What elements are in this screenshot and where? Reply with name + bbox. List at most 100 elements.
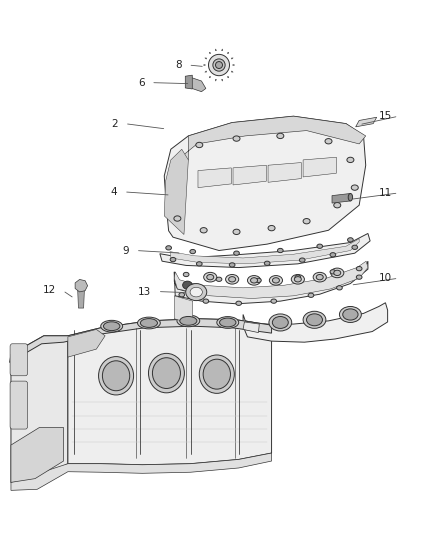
Polygon shape bbox=[209, 76, 211, 78]
Ellipse shape bbox=[215, 62, 223, 68]
Ellipse shape bbox=[308, 293, 314, 297]
Text: 9: 9 bbox=[123, 246, 129, 255]
Ellipse shape bbox=[334, 270, 341, 276]
Polygon shape bbox=[68, 329, 105, 357]
FancyBboxPatch shape bbox=[10, 344, 28, 376]
Ellipse shape bbox=[269, 314, 292, 331]
Ellipse shape bbox=[99, 357, 134, 395]
Ellipse shape bbox=[174, 216, 181, 221]
Ellipse shape bbox=[330, 270, 336, 274]
Ellipse shape bbox=[179, 293, 184, 297]
Ellipse shape bbox=[208, 54, 230, 76]
Ellipse shape bbox=[299, 258, 305, 262]
Polygon shape bbox=[174, 261, 368, 304]
Ellipse shape bbox=[148, 353, 184, 393]
Ellipse shape bbox=[102, 361, 130, 391]
Ellipse shape bbox=[204, 272, 217, 282]
Ellipse shape bbox=[317, 244, 322, 248]
Ellipse shape bbox=[303, 311, 326, 328]
Polygon shape bbox=[209, 52, 211, 54]
Ellipse shape bbox=[183, 272, 189, 277]
Polygon shape bbox=[78, 286, 85, 308]
Ellipse shape bbox=[272, 278, 279, 283]
Ellipse shape bbox=[234, 251, 239, 255]
Ellipse shape bbox=[216, 277, 222, 281]
Ellipse shape bbox=[101, 320, 123, 332]
Text: 2: 2 bbox=[112, 119, 118, 128]
Polygon shape bbox=[75, 279, 88, 292]
Ellipse shape bbox=[152, 358, 180, 389]
Polygon shape bbox=[233, 64, 235, 66]
Ellipse shape bbox=[336, 286, 343, 290]
Text: 6: 6 bbox=[138, 78, 145, 87]
Polygon shape bbox=[198, 168, 231, 188]
Ellipse shape bbox=[177, 315, 200, 327]
Ellipse shape bbox=[229, 277, 236, 282]
Polygon shape bbox=[10, 319, 272, 362]
Polygon shape bbox=[268, 163, 301, 182]
Polygon shape bbox=[11, 427, 64, 482]
Polygon shape bbox=[205, 71, 207, 72]
Ellipse shape bbox=[190, 287, 202, 297]
Ellipse shape bbox=[295, 275, 300, 279]
Polygon shape bbox=[203, 64, 205, 66]
Ellipse shape bbox=[166, 246, 172, 250]
Ellipse shape bbox=[351, 185, 358, 190]
Ellipse shape bbox=[313, 272, 326, 282]
Ellipse shape bbox=[207, 274, 214, 280]
Polygon shape bbox=[303, 157, 336, 177]
Text: 10: 10 bbox=[379, 273, 392, 283]
Polygon shape bbox=[332, 193, 350, 203]
Polygon shape bbox=[170, 239, 359, 264]
Ellipse shape bbox=[269, 276, 283, 285]
Ellipse shape bbox=[251, 278, 258, 283]
Ellipse shape bbox=[213, 59, 225, 71]
Ellipse shape bbox=[265, 261, 270, 265]
Ellipse shape bbox=[294, 277, 301, 282]
Ellipse shape bbox=[200, 228, 207, 233]
Polygon shape bbox=[231, 58, 233, 59]
Ellipse shape bbox=[196, 262, 202, 266]
Polygon shape bbox=[227, 76, 229, 78]
Polygon shape bbox=[222, 79, 223, 81]
Ellipse shape bbox=[316, 274, 323, 280]
Ellipse shape bbox=[343, 309, 358, 320]
Polygon shape bbox=[185, 75, 192, 89]
Ellipse shape bbox=[183, 281, 192, 289]
Ellipse shape bbox=[356, 275, 362, 279]
Text: 13: 13 bbox=[138, 287, 151, 296]
Ellipse shape bbox=[291, 274, 304, 284]
Ellipse shape bbox=[233, 136, 240, 141]
Ellipse shape bbox=[233, 229, 240, 235]
Ellipse shape bbox=[217, 317, 239, 328]
Ellipse shape bbox=[307, 314, 322, 326]
Ellipse shape bbox=[190, 249, 195, 254]
Polygon shape bbox=[215, 49, 216, 51]
Ellipse shape bbox=[334, 203, 341, 208]
Ellipse shape bbox=[325, 139, 332, 144]
Ellipse shape bbox=[356, 266, 362, 271]
Polygon shape bbox=[174, 296, 193, 324]
Ellipse shape bbox=[348, 193, 353, 201]
Polygon shape bbox=[356, 117, 377, 127]
Polygon shape bbox=[11, 453, 272, 490]
Polygon shape bbox=[11, 336, 68, 482]
Text: 12: 12 bbox=[43, 286, 56, 295]
Polygon shape bbox=[227, 52, 229, 54]
Text: 11: 11 bbox=[379, 188, 392, 198]
Polygon shape bbox=[215, 79, 216, 81]
Polygon shape bbox=[188, 77, 206, 92]
FancyBboxPatch shape bbox=[10, 381, 28, 429]
Polygon shape bbox=[205, 58, 207, 59]
Polygon shape bbox=[68, 319, 272, 465]
Ellipse shape bbox=[203, 359, 230, 389]
Text: 8: 8 bbox=[175, 60, 182, 70]
Text: 4: 4 bbox=[111, 187, 117, 197]
Ellipse shape bbox=[199, 355, 234, 393]
Ellipse shape bbox=[303, 219, 310, 224]
Ellipse shape bbox=[219, 318, 236, 327]
Ellipse shape bbox=[330, 253, 336, 257]
Ellipse shape bbox=[331, 268, 344, 278]
Polygon shape bbox=[231, 71, 233, 72]
Ellipse shape bbox=[268, 225, 275, 231]
